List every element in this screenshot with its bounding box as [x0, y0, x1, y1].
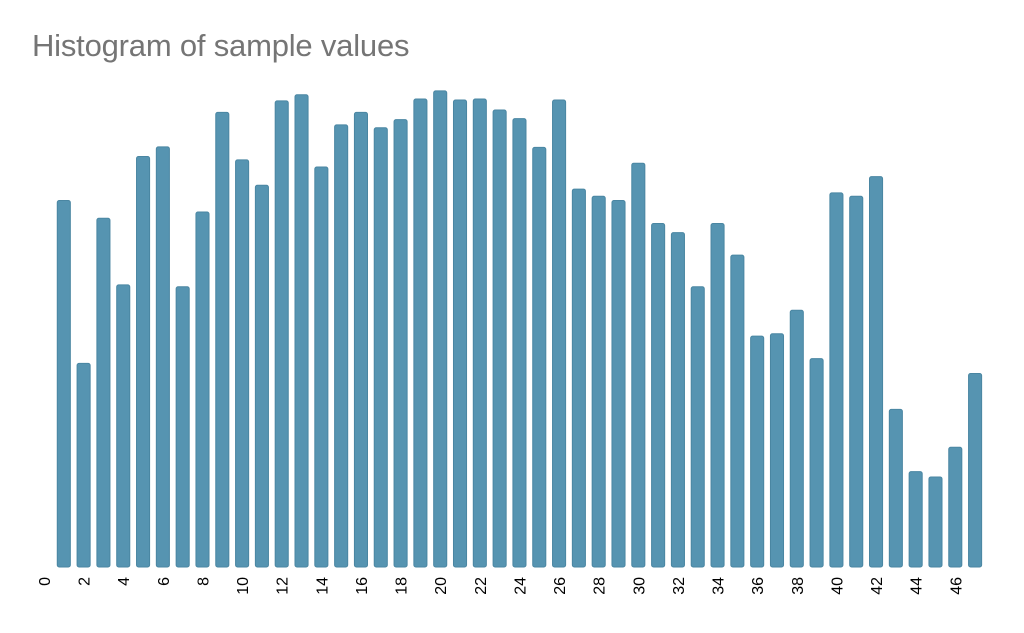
histogram-bar [631, 162, 646, 568]
histogram-bar [254, 184, 269, 568]
histogram-bar [651, 223, 666, 568]
histogram-bar [175, 286, 190, 568]
x-tick-label: 46 [948, 577, 965, 595]
chart-title: Histogram of sample values [32, 28, 410, 63]
histogram-bar [789, 309, 804, 568]
x-tick-label: 0 [37, 577, 54, 586]
histogram-bar [215, 111, 230, 568]
x-tick-label: 12 [275, 577, 292, 595]
histogram-bar [116, 284, 131, 568]
x-tick-label: 14 [314, 577, 331, 595]
histogram-bar [849, 195, 864, 568]
histogram-bar [274, 100, 289, 568]
histogram-bar [334, 124, 349, 568]
histogram-bar [888, 408, 903, 568]
histogram-bar [928, 476, 943, 568]
histogram-bar [948, 446, 963, 568]
histogram-bar [968, 372, 983, 568]
histogram-bar [472, 98, 487, 568]
histogram-bar [611, 200, 626, 568]
x-axis-ticks: 0 2 4 6 8 10 12 14 16 18 20 22 24 26 28 30 32 34 36 38 40 42 4… [37, 577, 965, 595]
x-tick-label: 38 [790, 577, 807, 595]
histogram-bar [869, 176, 884, 568]
histogram-bar [76, 362, 91, 568]
histogram-bar [908, 471, 923, 568]
histogram-bar [829, 192, 844, 568]
x-tick-label: 22 [473, 577, 490, 595]
histogram-bar [571, 188, 586, 568]
histogram-bar [155, 146, 170, 568]
x-tick-label: 28 [592, 577, 609, 595]
x-tick-label: 44 [909, 577, 926, 595]
x-tick-label: 24 [512, 577, 529, 595]
histogram-bar [512, 118, 527, 568]
histogram-bar [195, 211, 210, 568]
x-tick-label: 16 [354, 577, 371, 595]
histogram-bar [532, 146, 547, 568]
x-tick-label: 4 [116, 577, 133, 586]
x-tick-label: 8 [195, 577, 212, 586]
histogram-bar [769, 333, 785, 568]
x-tick-label: 26 [552, 577, 569, 595]
histogram-bar [235, 159, 250, 568]
histogram-bar [56, 200, 71, 568]
x-tick-label: 40 [829, 577, 846, 595]
x-tick-label: 36 [750, 577, 767, 595]
x-tick-label: 32 [671, 577, 688, 595]
histogram-bar [710, 223, 725, 568]
x-tick-label: 6 [156, 577, 173, 586]
histogram-bar [750, 335, 765, 568]
histogram-bar [552, 99, 567, 568]
histogram-bar [591, 195, 606, 568]
histogram-bar [433, 90, 448, 568]
x-tick-label: 30 [631, 577, 648, 595]
x-tick-label: 2 [77, 577, 94, 586]
x-tick-label: 10 [235, 577, 252, 595]
bars-layer [56, 90, 983, 568]
histogram-bar [809, 358, 824, 568]
x-tick-label: 18 [394, 577, 411, 595]
histogram-bar [413, 98, 428, 568]
histogram-bar [690, 286, 705, 568]
x-tick-label: 20 [433, 577, 450, 595]
histogram-bar [730, 254, 745, 568]
histogram-bar [136, 156, 151, 568]
histogram-bar [96, 217, 111, 568]
histogram-bar [314, 166, 329, 568]
histogram-bar [353, 111, 368, 568]
histogram-bar [670, 232, 685, 568]
histogram-bar [492, 109, 507, 568]
histogram-bar [373, 127, 388, 568]
x-tick-label: 34 [711, 577, 728, 595]
x-tick-label: 42 [869, 577, 886, 595]
histogram-bar [393, 119, 408, 568]
histogram-bar [452, 99, 468, 568]
histogram-bar [294, 94, 309, 568]
